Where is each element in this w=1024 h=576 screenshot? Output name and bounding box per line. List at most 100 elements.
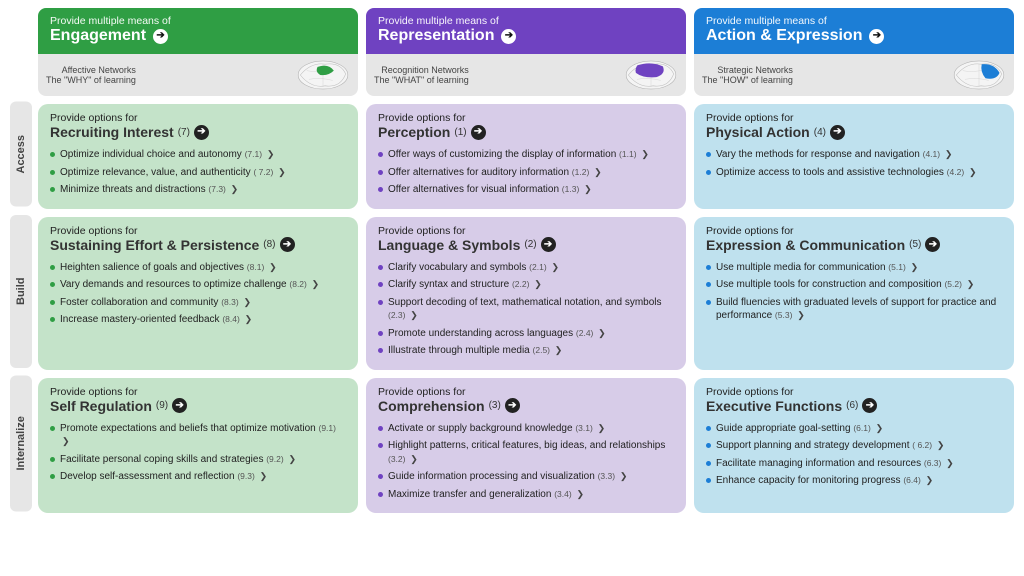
- guideline-cell: Provide options for Comprehension (3) ➔ …: [366, 378, 686, 514]
- guideline-title[interactable]: Sustaining Effort & Persistence (8) ➔: [50, 237, 295, 253]
- guideline-cell: Provide options for Perception (1) ➔ Off…: [366, 104, 686, 209]
- checkpoint-code: (3.4): [554, 489, 571, 499]
- arrow-right-icon: ➔: [194, 125, 209, 140]
- checkpoint-code: (4.1): [923, 149, 940, 159]
- checkpoint-item[interactable]: Guide appropriate goal-setting (6.1) ❯: [706, 420, 1002, 438]
- checkpoint-text: Illustrate through multiple media: [388, 345, 530, 356]
- checkpoint-text: Highlight patterns, critical features, b…: [388, 440, 665, 451]
- column-header-pre: Provide multiple means of: [50, 15, 346, 27]
- column-header-representation[interactable]: Provide multiple means of Representation…: [366, 8, 686, 96]
- checkpoint-item[interactable]: Facilitate personal coping skills and st…: [50, 451, 346, 469]
- checkpoint-text: Optimize relevance, value, and authentic…: [60, 167, 251, 178]
- checkpoint-item[interactable]: Illustrate through multiple media (2.5) …: [378, 342, 674, 360]
- checkpoint-item[interactable]: Highlight patterns, critical features, b…: [378, 437, 674, 468]
- checkpoint-code: (9.2): [266, 454, 283, 464]
- checkpoint-item[interactable]: Maximize transfer and generalization (3.…: [378, 486, 674, 504]
- checkpoint-text: Use multiple media for communication: [716, 262, 886, 273]
- chevron-right-icon: ❯: [969, 167, 977, 177]
- checkpoint-code: (2.1): [529, 262, 546, 272]
- guideline-title[interactable]: Recruiting Interest (7) ➔: [50, 124, 209, 140]
- checkpoint-list: Heighten salience of goals and objective…: [50, 259, 346, 329]
- column-header-pre: Provide multiple means of: [378, 15, 674, 27]
- guideline-title[interactable]: Executive Functions (6) ➔: [706, 398, 877, 414]
- checkpoint-item[interactable]: Facilitate managing information and reso…: [706, 455, 1002, 473]
- checkpoint-item[interactable]: Develop self-assessment and reflection (…: [50, 468, 346, 486]
- arrow-right-icon: ➔: [501, 29, 516, 44]
- checkpoint-item[interactable]: Offer alternatives for visual informatio…: [378, 181, 674, 199]
- row-label-spacer: [10, 8, 32, 94]
- guideline-cell: Provide options for Language & Symbols (…: [366, 217, 686, 370]
- checkpoint-code: (2.4): [576, 328, 593, 338]
- checkpoint-item[interactable]: Minimize threats and distractions (7.3) …: [50, 181, 346, 199]
- checkpoint-item[interactable]: Vary demands and resources to optimize c…: [50, 276, 346, 294]
- chevron-right-icon: ❯: [598, 423, 606, 433]
- checkpoint-item[interactable]: Promote expectations and beliefs that op…: [50, 420, 346, 451]
- checkpoint-item[interactable]: Clarify vocabulary and symbols (2.1) ❯: [378, 259, 674, 277]
- guideline-cell: Provide options for Self Regulation (9) …: [38, 378, 358, 514]
- checkpoint-code: (2.2): [512, 279, 529, 289]
- checkpoint-item[interactable]: Use multiple media for communication (5.…: [706, 259, 1002, 277]
- column-title: Action & Expression: [706, 27, 862, 45]
- chevron-right-icon: ❯: [312, 279, 320, 289]
- checkpoint-text: Promote expectations and beliefs that op…: [60, 423, 316, 434]
- checkpoint-code: ( 7.2): [253, 167, 273, 177]
- checkpoint-list: Offer ways of customizing the display of…: [378, 146, 674, 199]
- checkpoint-text: Minimize threats and distractions: [60, 184, 206, 195]
- guideline-title[interactable]: Expression & Communication (5) ➔: [706, 237, 940, 253]
- checkpoint-item[interactable]: Offer ways of customizing the display of…: [378, 146, 674, 164]
- checkpoint-item[interactable]: Offer alternatives for auditory informat…: [378, 164, 674, 182]
- column-header-action[interactable]: Provide multiple means of Action & Expre…: [694, 8, 1014, 96]
- udl-framework-grid: AccessBuildInternalize Provide multiple …: [0, 0, 1024, 521]
- checkpoint-text: Build fluencies with graduated levels of…: [716, 297, 996, 322]
- chevron-right-icon: ❯: [245, 314, 253, 324]
- checkpoint-text: Optimize individual choice and autonomy: [60, 149, 242, 160]
- checkpoint-code: (3.2): [388, 454, 405, 464]
- cell-pre: Provide options for: [50, 112, 346, 124]
- checkpoint-item[interactable]: Increase mastery-oriented feedback (8.4)…: [50, 311, 346, 329]
- checkpoint-item[interactable]: Build fluencies with graduated levels of…: [706, 294, 1002, 325]
- guideline-title[interactable]: Physical Action (4) ➔: [706, 124, 845, 140]
- network-label: Affective Networks The "WHY" of learning: [46, 65, 136, 86]
- chevron-right-icon: ❯: [797, 310, 805, 320]
- cell-pre: Provide options for: [378, 386, 674, 398]
- checkpoint-code: (1.1): [619, 149, 636, 159]
- chevron-right-icon: ❯: [594, 167, 602, 177]
- checkpoint-item[interactable]: Activate or supply background knowledge …: [378, 420, 674, 438]
- checkpoint-item[interactable]: Support decoding of text, mathematical n…: [378, 294, 674, 325]
- checkpoint-item[interactable]: Heighten salience of goals and objective…: [50, 259, 346, 277]
- checkpoint-item[interactable]: Enhance capacity for monitoring progress…: [706, 472, 1002, 490]
- guideline-number: (3): [489, 400, 501, 411]
- chevron-right-icon: ❯: [620, 471, 628, 481]
- checkpoint-code: (2.3): [388, 310, 405, 320]
- checkpoint-text: Enhance capacity for monitoring progress: [716, 475, 901, 486]
- network-label: Recognition Networks The "WHAT" of learn…: [374, 65, 469, 86]
- checkpoint-code: (1.2): [572, 167, 589, 177]
- checkpoint-item[interactable]: Optimize relevance, value, and authentic…: [50, 164, 346, 182]
- guideline-title[interactable]: Language & Symbols (2) ➔: [378, 237, 556, 253]
- arrow-right-icon: ➔: [505, 398, 520, 413]
- checkpoint-item[interactable]: Foster collaboration and community (8.3)…: [50, 294, 346, 312]
- guideline-number: (4): [814, 127, 826, 138]
- guideline-title[interactable]: Perception (1) ➔: [378, 124, 486, 140]
- checkpoint-text: Increase mastery-oriented feedback: [60, 314, 220, 325]
- checkpoint-text: Facilitate personal coping skills and st…: [60, 454, 263, 465]
- checkpoint-code: (7.3): [208, 184, 225, 194]
- checkpoint-item[interactable]: Clarify syntax and structure (2.2) ❯: [378, 276, 674, 294]
- checkpoint-item[interactable]: Use multiple tools for construction and …: [706, 276, 1002, 294]
- guideline-title[interactable]: Self Regulation (9) ➔: [50, 398, 187, 414]
- checkpoint-list: Use multiple media for communication (5.…: [706, 259, 1002, 325]
- checkpoint-item[interactable]: Vary the methods for response and naviga…: [706, 146, 1002, 164]
- network-label: Strategic Networks The "HOW" of learning: [702, 65, 793, 86]
- checkpoint-item[interactable]: Support planning and strategy developmen…: [706, 437, 1002, 455]
- checkpoint-item[interactable]: Optimize individual choice and autonomy …: [50, 146, 346, 164]
- checkpoint-item[interactable]: Optimize access to tools and assistive t…: [706, 164, 1002, 182]
- checkpoint-text: Offer alternatives for auditory informat…: [388, 167, 569, 178]
- checkpoint-item[interactable]: Promote understanding across languages (…: [378, 325, 674, 343]
- checkpoint-item[interactable]: Guide information processing and visuali…: [378, 468, 674, 486]
- checkpoint-code: (8.2): [289, 279, 306, 289]
- checkpoint-code: (5.3): [775, 310, 792, 320]
- chevron-right-icon: ❯: [946, 458, 954, 468]
- column-header-engagement[interactable]: Provide multiple means of Engagement ➔ A…: [38, 8, 358, 96]
- guideline-cell: Provide options for Expression & Communi…: [694, 217, 1014, 370]
- guideline-title[interactable]: Comprehension (3) ➔: [378, 398, 520, 414]
